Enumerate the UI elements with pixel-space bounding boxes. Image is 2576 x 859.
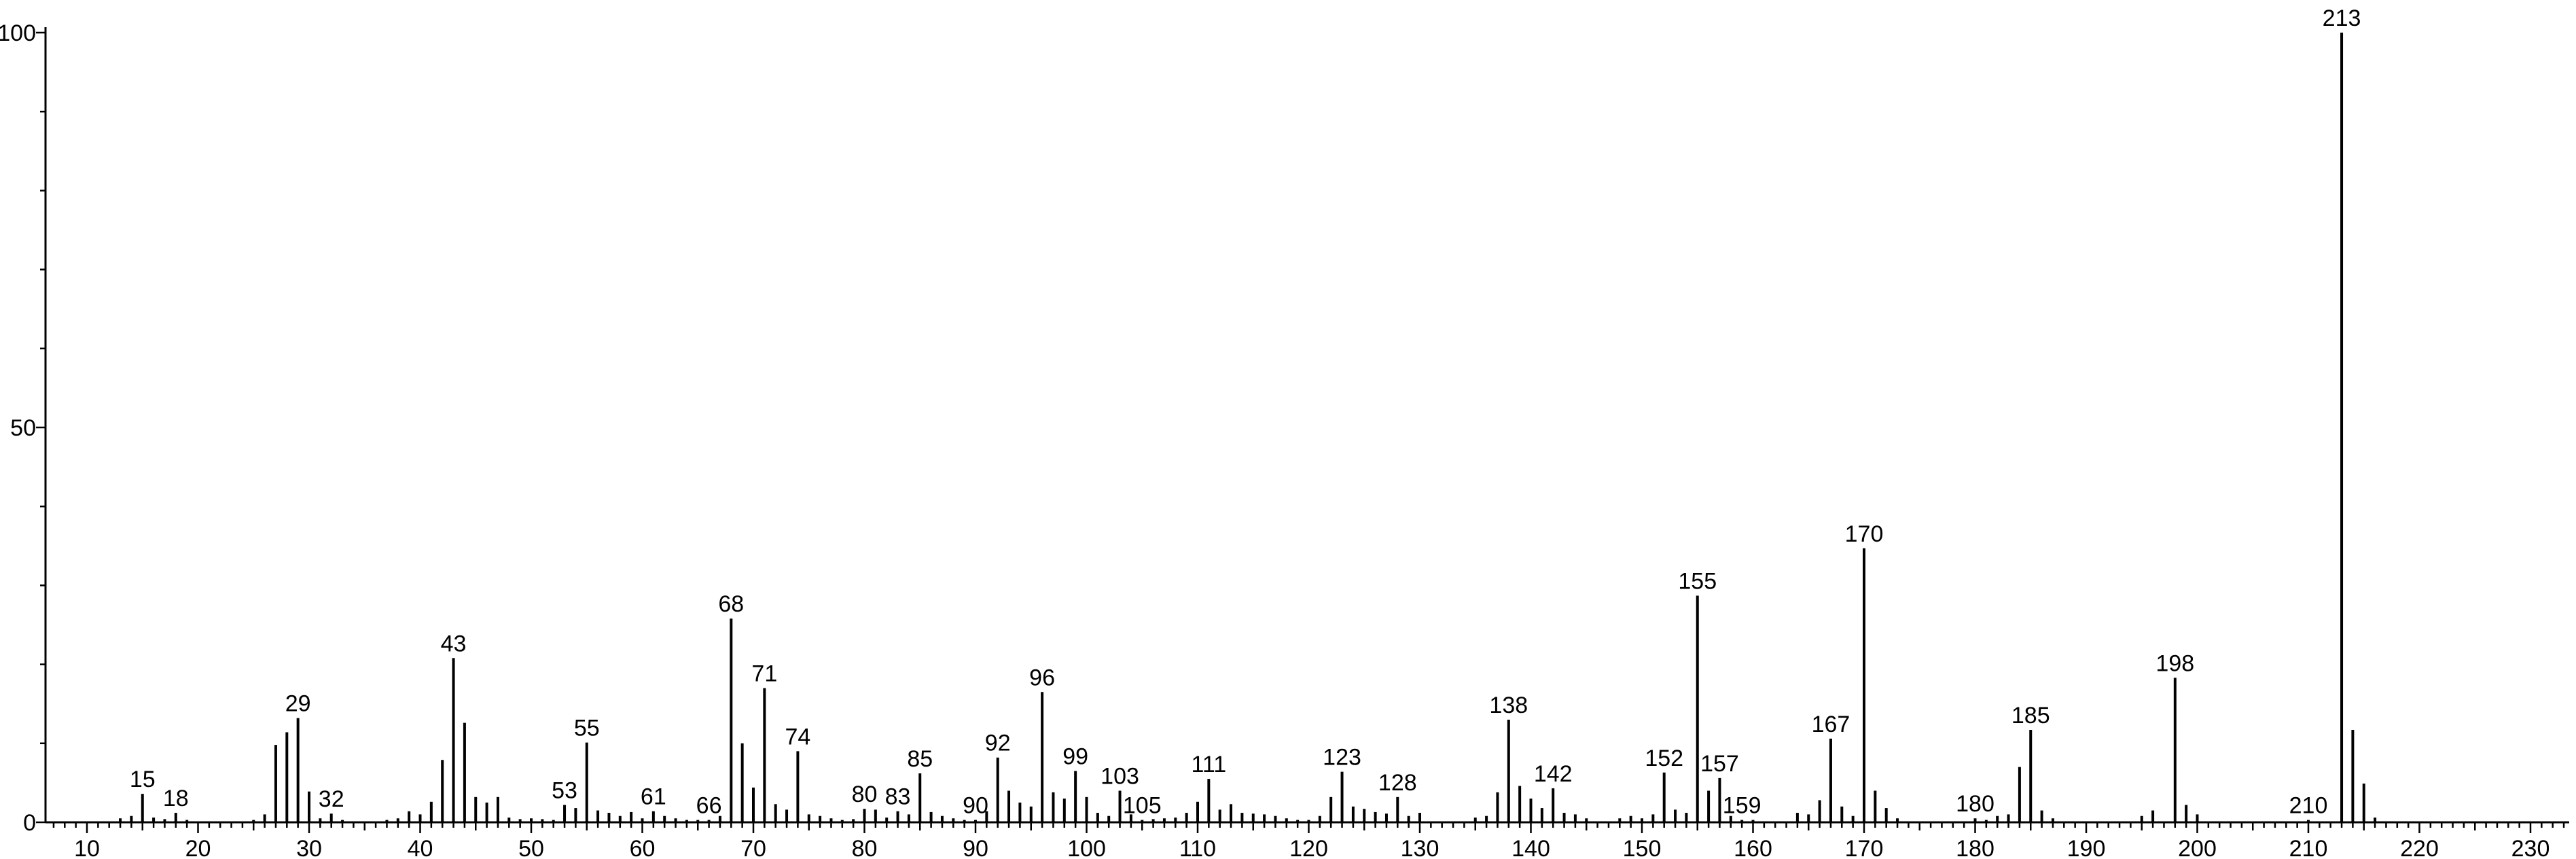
- peak-label: 92: [985, 731, 1011, 756]
- x-tick-label: 50: [518, 836, 544, 859]
- peak-label: 123: [1323, 745, 1361, 771]
- peak-label: 111: [1192, 752, 1227, 777]
- peak-label: 159: [1723, 793, 1761, 819]
- peak-label: 71: [751, 661, 777, 686]
- y-tick-label: 50: [10, 415, 36, 441]
- x-tick-label: 150: [1623, 836, 1662, 859]
- x-tick-label: 140: [1511, 836, 1550, 859]
- x-tick-label: 190: [2067, 836, 2106, 859]
- x-tick-label: 160: [1734, 836, 1772, 859]
- peak-label: 18: [163, 786, 189, 811]
- x-tick-label: 180: [1956, 836, 1994, 859]
- peak-labels: 15 18 29 32 43 53 55 61 66 68 71 74 80 83 85 90 92 96 99 10…: [130, 5, 2361, 819]
- x-tick-label: 90: [963, 836, 988, 859]
- peak-label: 74: [785, 724, 810, 750]
- x-tick-label: 70: [740, 836, 766, 859]
- x-tick-label: 100: [1067, 836, 1106, 859]
- peak-label: 103: [1101, 764, 1139, 790]
- x-tick-label: 30: [296, 836, 322, 859]
- x-tick-label: 40: [408, 836, 433, 859]
- peak-label: 15: [130, 767, 156, 792]
- x-tick-label: 110: [1179, 836, 1216, 859]
- peak-label: 213: [2323, 5, 2361, 31]
- x-tick-label: 60: [630, 836, 656, 859]
- peak-label: 53: [552, 777, 577, 803]
- peak-label: 128: [1378, 770, 1417, 796]
- peak-label: 142: [1534, 761, 1573, 787]
- x-tick-label: 10: [74, 836, 100, 859]
- peak-label: 210: [2289, 793, 2328, 819]
- peak-label: 170: [1845, 521, 1884, 547]
- peak-label: 157: [1700, 751, 1739, 777]
- x-tick-label: 200: [2178, 836, 2217, 859]
- x-tick-label: 130: [1401, 836, 1439, 859]
- peak-label: 105: [1123, 793, 1162, 819]
- peak-label: 99: [1062, 743, 1088, 769]
- peak-label: 43: [441, 631, 467, 656]
- peak-label: 198: [2155, 650, 2194, 676]
- peak-label: 167: [1812, 712, 1850, 737]
- y-axis-ticks: 0 50 100: [0, 20, 46, 836]
- peak-label: 61: [641, 784, 666, 810]
- peak-label: 85: [907, 746, 933, 772]
- peak-label: 55: [574, 716, 600, 741]
- peak-label: 96: [1029, 665, 1055, 690]
- peak-label: 138: [1489, 693, 1528, 718]
- x-tick-label: 210: [2289, 836, 2328, 859]
- x-tick-label: 80: [852, 836, 878, 859]
- x-tick-label: 220: [2400, 836, 2439, 859]
- peak-label: 29: [285, 691, 311, 717]
- x-axis-ticks: 10 20 30 40 50 60 70 80 90 100 110 120 130 140 150 160 1…: [52, 822, 2565, 859]
- peak-label: 80: [852, 782, 878, 807]
- peak-label: 180: [1956, 791, 1994, 817]
- peak-label: 155: [1678, 569, 1717, 595]
- peak-label: 90: [963, 793, 988, 819]
- peak-label: 32: [319, 786, 344, 812]
- x-tick-label: 120: [1289, 836, 1328, 859]
- x-tick-label: 170: [1845, 836, 1884, 859]
- x-tick-label: 20: [185, 836, 211, 859]
- x-tick-label: 230: [2511, 836, 2550, 859]
- peak-label: 83: [885, 784, 911, 810]
- peak-label: 185: [2011, 703, 2050, 729]
- peak-label: 152: [1645, 746, 1683, 771]
- peak-label: 66: [696, 793, 722, 819]
- peak-label: 68: [718, 591, 744, 617]
- y-tick-label: 100: [0, 20, 36, 46]
- y-tick-label: 0: [23, 810, 36, 836]
